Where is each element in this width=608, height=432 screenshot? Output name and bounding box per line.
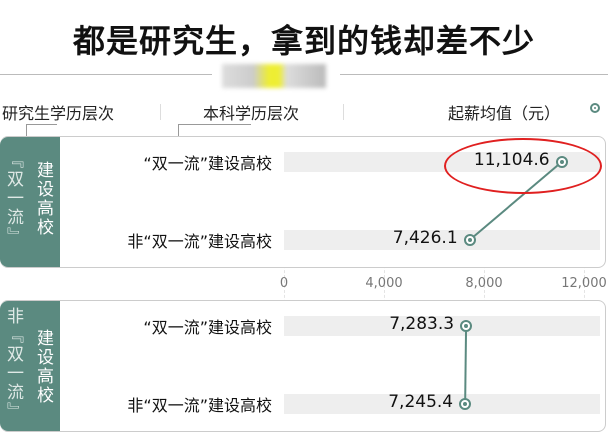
gridline xyxy=(384,136,385,432)
bar-band xyxy=(284,316,600,336)
bar-band xyxy=(284,230,600,250)
row-label: 非“双一流”建设高校 xyxy=(127,232,272,251)
x-tick-label: 0 xyxy=(279,276,289,291)
legend-label: 起薪均值（元） xyxy=(448,104,561,123)
group-label: 非『双一流』 xyxy=(3,307,23,421)
data-point xyxy=(555,156,568,168)
bar-band xyxy=(284,394,600,414)
connector-line xyxy=(464,325,468,405)
data-point xyxy=(460,320,473,332)
x-tick-label: 12,000 xyxy=(561,276,607,291)
x-tick-label: 4,000 xyxy=(365,276,403,291)
chart-title: 都是研究生，拿到的钱却差不少 xyxy=(72,22,535,60)
blurred-watermark xyxy=(222,64,326,88)
group-label-box: 非『双一流』 建设高校 xyxy=(0,301,60,431)
data-point xyxy=(459,398,472,410)
leader-line xyxy=(26,124,57,139)
divider xyxy=(343,104,344,120)
value-label: 7,245.4 xyxy=(388,392,454,412)
gridline xyxy=(584,136,585,432)
gridline xyxy=(284,136,285,432)
group-label: 『双一流』 xyxy=(3,151,23,246)
group-label-box: 『双一流』 建设高校 xyxy=(0,137,60,267)
divider xyxy=(160,104,161,120)
row-label: “双一流”建设高校 xyxy=(143,318,272,337)
divider xyxy=(0,74,212,75)
value-label: 7,426.1 xyxy=(392,228,458,248)
header-undergrad-level: 本科学历层次 xyxy=(203,104,300,123)
row-label: 非“双一流”建设高校 xyxy=(127,396,272,415)
leader-line xyxy=(178,124,251,147)
gridline xyxy=(484,136,485,432)
highlight-ellipse xyxy=(444,138,602,194)
group-label: 建设高校 xyxy=(33,329,53,405)
x-tick-label: 8,000 xyxy=(465,276,503,291)
legend-dot-icon xyxy=(590,103,600,113)
value-label: 7,283.3 xyxy=(389,314,455,334)
data-point xyxy=(463,234,476,246)
group-label: 建设高校 xyxy=(33,161,53,237)
header-grad-level: 研究生学历层次 xyxy=(2,104,115,123)
row-label: “双一流”建设高校 xyxy=(143,154,272,173)
divider xyxy=(340,74,608,75)
